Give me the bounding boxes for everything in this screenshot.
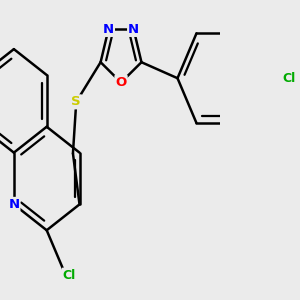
Text: S: S (71, 95, 81, 108)
Text: Cl: Cl (63, 268, 76, 282)
Text: N: N (128, 23, 139, 36)
Text: O: O (116, 76, 127, 89)
Text: N: N (103, 23, 114, 36)
Text: Cl: Cl (283, 72, 296, 85)
Text: N: N (8, 198, 20, 211)
